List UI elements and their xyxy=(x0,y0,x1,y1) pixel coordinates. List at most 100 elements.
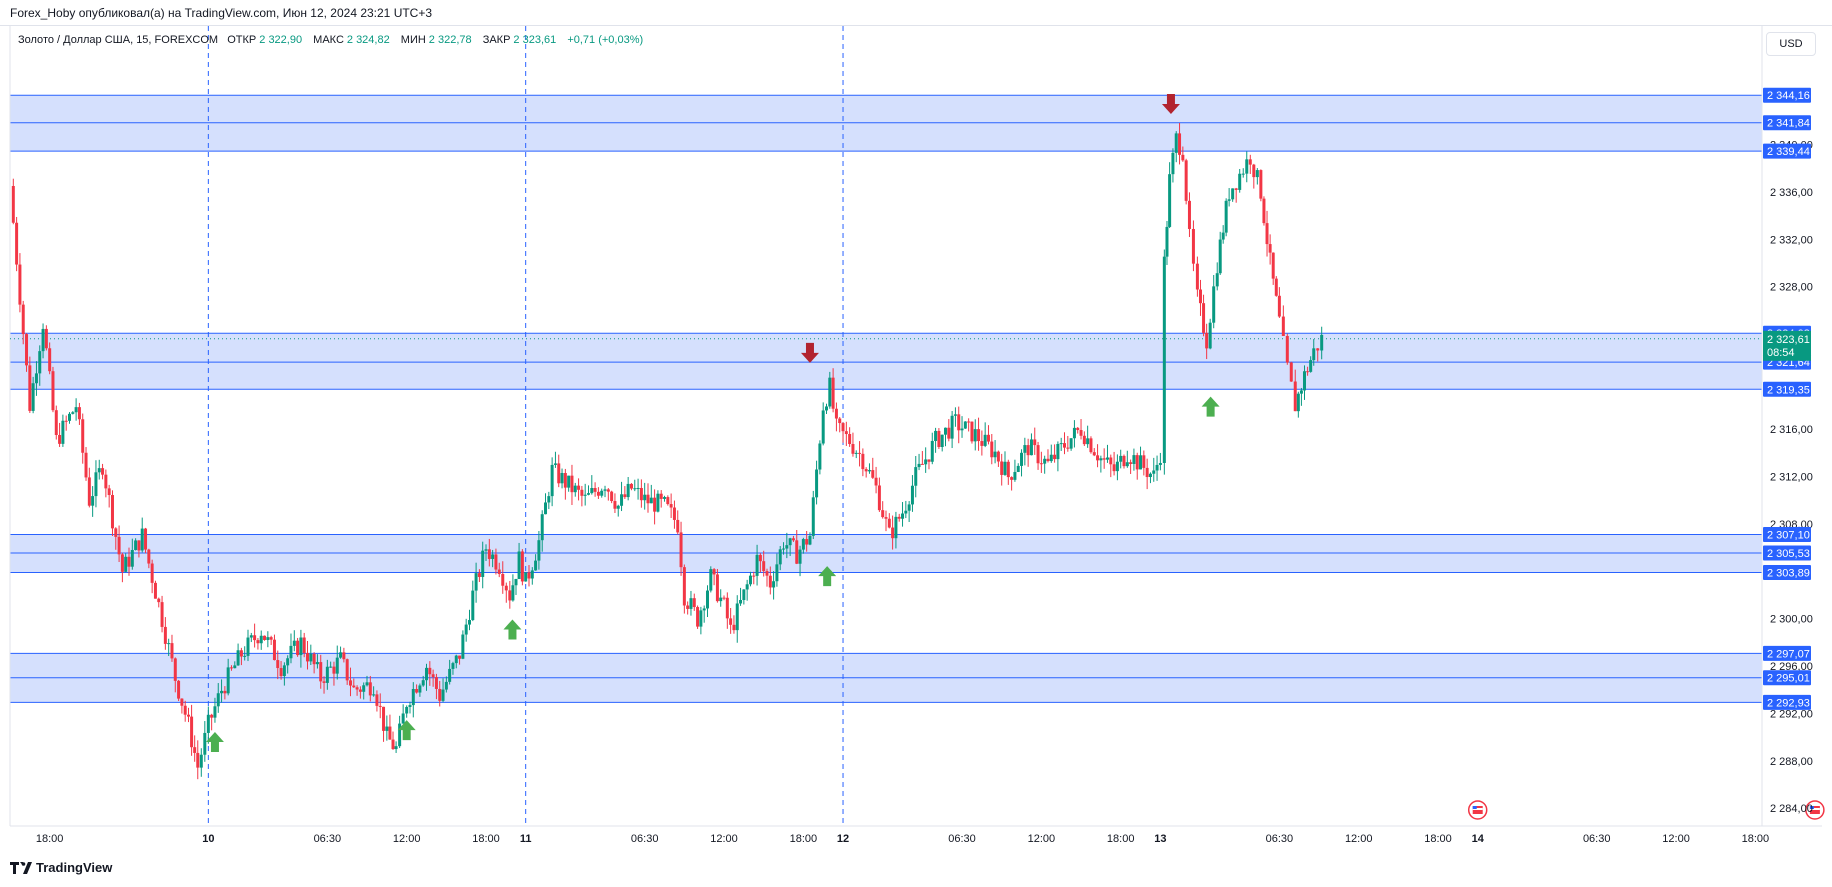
candle-body xyxy=(1255,170,1259,178)
symbol-name[interactable]: Золото / Доллар США, 15, FOREXCOM xyxy=(18,34,219,46)
candle-body xyxy=(18,264,22,305)
candle-body xyxy=(68,413,72,421)
candle-body xyxy=(623,494,627,498)
candle-body xyxy=(1043,458,1047,464)
candle-body xyxy=(1069,438,1073,449)
candle-body xyxy=(497,569,501,574)
high-label: МАКС xyxy=(313,34,344,46)
open-label: ОТКР xyxy=(227,34,257,46)
candle-body xyxy=(937,430,941,448)
candle-body xyxy=(983,434,987,446)
time-tick-label: 06:30 xyxy=(1266,833,1294,845)
candle-body xyxy=(1218,239,1222,274)
candle-body xyxy=(190,716,194,748)
candle-body xyxy=(1082,435,1086,445)
candle-body xyxy=(1252,164,1256,178)
candle-body xyxy=(646,494,650,504)
candle-body xyxy=(48,348,52,372)
candle-body xyxy=(187,714,191,717)
candle-body xyxy=(157,598,161,603)
candle-body xyxy=(1306,371,1310,373)
candle-body xyxy=(398,723,402,747)
tradingview-logo[interactable]: TradingView xyxy=(10,860,112,875)
candle-body xyxy=(1092,452,1096,456)
candle-body xyxy=(692,598,696,608)
candle-body xyxy=(1122,455,1126,467)
candle-body xyxy=(874,477,878,486)
candle-body xyxy=(279,668,283,677)
candle-body xyxy=(44,328,48,349)
candle-body xyxy=(606,489,610,492)
candle-body xyxy=(699,610,703,627)
candle-body xyxy=(332,666,336,674)
candle-body xyxy=(1072,427,1076,439)
candle-body xyxy=(527,572,531,579)
candle-body xyxy=(877,485,881,511)
candle-body xyxy=(762,561,766,572)
candle-body xyxy=(511,585,515,601)
candle-body xyxy=(801,539,805,550)
candle-body xyxy=(508,590,512,601)
candle-body xyxy=(203,732,207,755)
candle-body xyxy=(613,501,617,509)
candle-body xyxy=(772,581,776,588)
candle-body xyxy=(904,510,908,514)
candle-body xyxy=(120,554,124,572)
candle-body xyxy=(1089,438,1093,453)
candle-body xyxy=(689,598,693,609)
candle-body xyxy=(586,493,590,495)
signals-layer xyxy=(205,94,1825,820)
price-chart[interactable]: 2 348,002 340,002 336,002 332,002 328,00… xyxy=(0,0,1832,860)
close-value: 2 323,61 xyxy=(513,34,557,46)
candle-body xyxy=(600,490,604,496)
candle-body xyxy=(1056,443,1060,460)
candle-body xyxy=(636,487,640,489)
candle-body xyxy=(1245,159,1249,174)
candle-body xyxy=(1312,348,1316,361)
candle-body xyxy=(1152,470,1156,474)
candle-body xyxy=(851,444,855,454)
candle-body xyxy=(464,624,468,635)
candle-body xyxy=(848,434,852,445)
candle-body xyxy=(1227,199,1231,201)
candle-body xyxy=(292,640,296,646)
candle-body xyxy=(815,469,819,498)
level-badge xyxy=(1763,545,1811,561)
candle-body xyxy=(408,705,412,707)
candle-body xyxy=(71,412,75,414)
candle-body xyxy=(253,635,257,641)
candle-body xyxy=(428,667,432,675)
time-tick-label: 18:00 xyxy=(472,833,500,845)
candle-body xyxy=(540,514,544,541)
candle-body xyxy=(276,660,280,669)
price-tick-label: 2 316,00 xyxy=(1770,424,1813,436)
candle-body xyxy=(1224,200,1228,233)
currency-button[interactable]: USD xyxy=(1766,32,1816,56)
level-badge-label: 2 297,07 xyxy=(1767,648,1810,660)
candle-body xyxy=(87,477,91,506)
candle-body xyxy=(1119,455,1123,462)
candle-body xyxy=(394,746,398,750)
candle-body xyxy=(828,377,832,407)
candle-body xyxy=(861,453,865,470)
candle-body xyxy=(871,470,875,478)
candle-body xyxy=(130,549,134,567)
candle-body xyxy=(319,662,323,682)
level-badge xyxy=(1763,564,1811,580)
candle-body xyxy=(967,421,971,423)
candle-body xyxy=(415,689,419,693)
candle-body xyxy=(910,485,914,505)
candle-body xyxy=(669,504,673,508)
signal-down-arrow-icon xyxy=(800,342,819,363)
candle-body xyxy=(233,665,237,669)
candle-body xyxy=(216,693,220,707)
candle-body xyxy=(920,463,924,465)
level-badge-label: 2 339,44 xyxy=(1767,146,1810,158)
candle-body xyxy=(249,635,253,638)
candle-body xyxy=(345,659,349,681)
candle-body xyxy=(167,643,171,645)
candle-body xyxy=(514,578,518,586)
candle-body xyxy=(583,494,587,496)
footer-brand: TradingView xyxy=(36,860,113,875)
candle-body xyxy=(431,674,435,678)
